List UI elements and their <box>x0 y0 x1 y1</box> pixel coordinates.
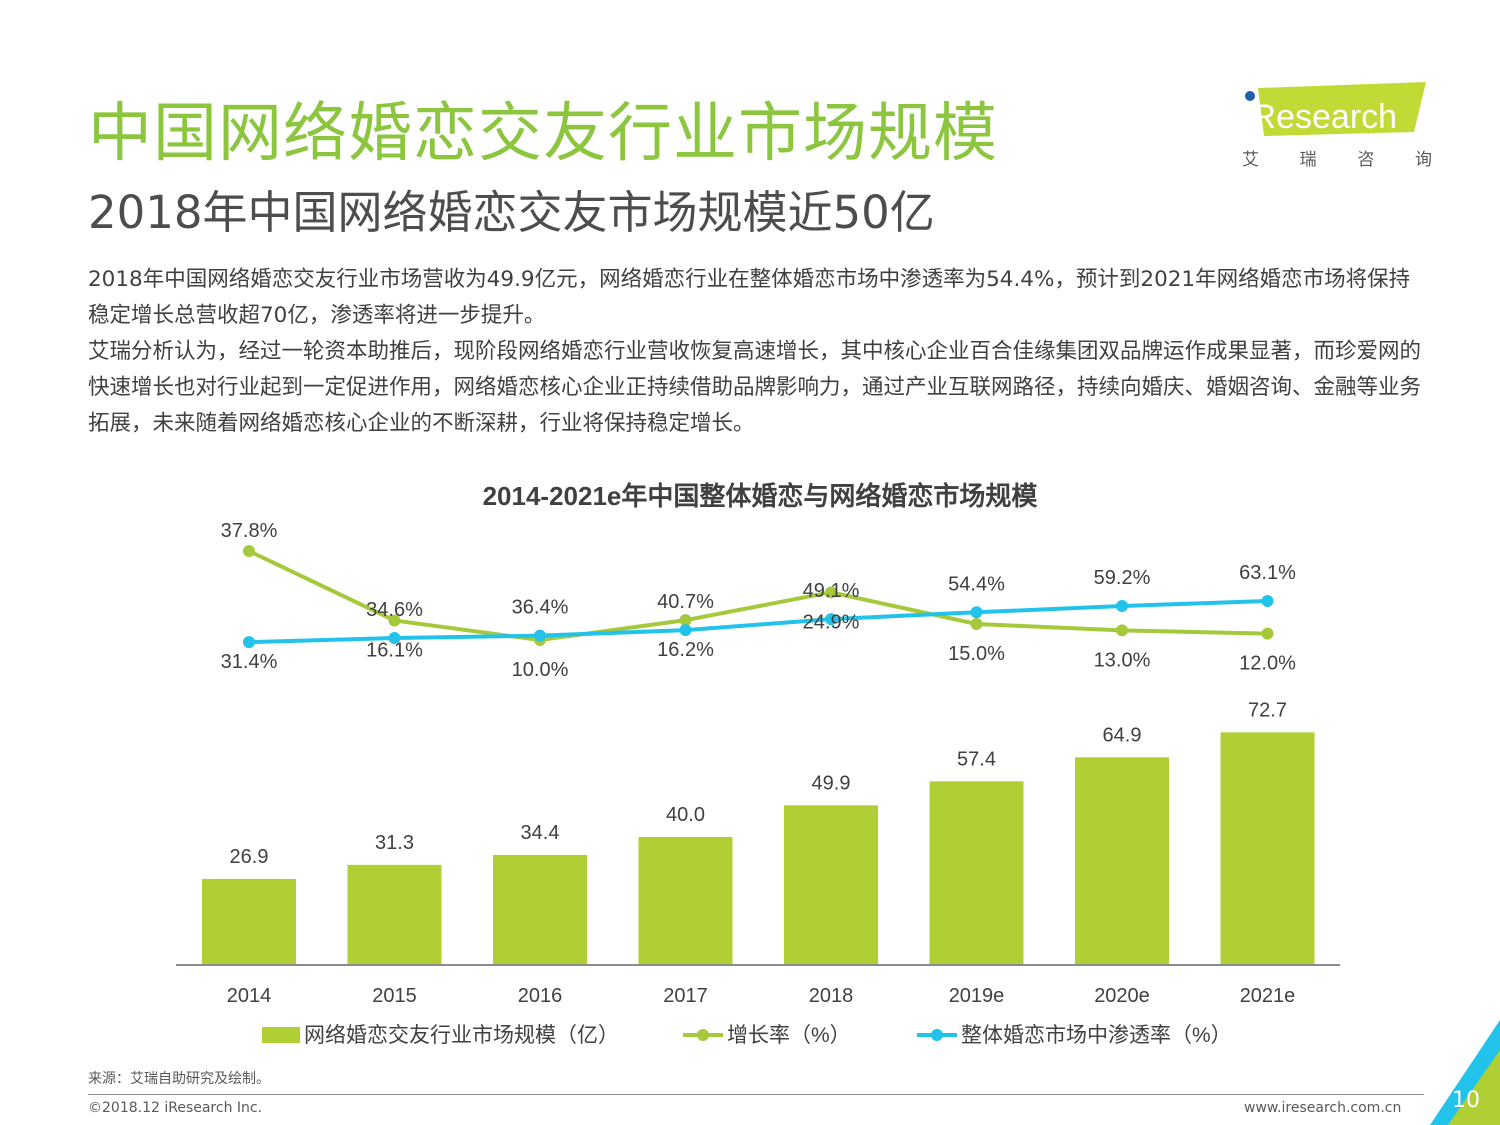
penetration-label: 59.2% <box>1094 567 1151 589</box>
growth-label: 16.1% <box>366 639 423 661</box>
penetration-label: 40.7% <box>657 591 714 613</box>
growth-label: 16.2% <box>657 639 714 661</box>
x-tick-label: 2015 <box>372 985 417 1007</box>
penetration-label: 36.4% <box>512 597 569 619</box>
bar-value-label: 31.3 <box>375 832 414 854</box>
legend-bar-swatch <box>262 1027 300 1043</box>
penetration-rate-point <box>388 632 401 645</box>
penetration-rate-point <box>970 606 983 619</box>
x-tick-label: 2018 <box>809 985 854 1007</box>
x-tick-label: 2014 <box>227 985 272 1007</box>
bar <box>493 854 587 965</box>
growth-label: 10.0% <box>512 659 569 681</box>
market-size-chart: 2014-2021e年中国整体婚恋与网络婚恋市场规模 26.9 31.3 34.4 40… <box>176 481 1340 1047</box>
x-tick-label: 2017 <box>663 985 708 1007</box>
bar-value-label: 34.4 <box>521 822 560 844</box>
penetration-rate-point <box>679 624 692 637</box>
body-paragraph-1: 2018年中国网络婚恋交友行业市场营收为49.9亿元，网络婚恋行业在整体婚恋市场… <box>88 267 1411 328</box>
legend-growth-marker <box>697 1029 709 1041</box>
bar <box>347 864 442 965</box>
iresearch-logo: iResearch <box>1244 82 1426 136</box>
website-link[interactable]: www.iresearch.com.cn <box>1244 1100 1402 1116</box>
growth-rate-point <box>243 545 255 558</box>
legend-penetration-label: 整体婚恋市场中渗透率（%） <box>961 1024 1232 1047</box>
growth-rate-line <box>248 549 1268 643</box>
bar <box>638 837 733 965</box>
legend-bar-label: 网络婚恋交友行业市场规模（亿） <box>304 1024 619 1047</box>
penetration-label: 34.6% <box>366 599 423 621</box>
penetration-label: 54.4% <box>948 573 1005 595</box>
page-subtitle: 2018年中国网络婚恋交友市场规模近50亿 <box>88 186 935 239</box>
bar <box>784 805 878 965</box>
body-text: 2018年中国网络婚恋交友行业市场营收为49.9亿元，网络婚恋行业在整体婚恋市场… <box>88 262 1428 442</box>
growth-rate-point <box>679 614 692 627</box>
body-paragraph-2: 艾瑞分析认为，经过一轮资本助推后，现阶段网络婚恋行业营收恢复高速增长，其中核心企… <box>88 339 1422 436</box>
penetration-label: 49.1% <box>803 580 860 602</box>
footer-divider <box>88 1094 1424 1095</box>
growth-label: 15.0% <box>948 643 1005 665</box>
penetration-rate-point <box>825 613 837 626</box>
growth-label: 13.0% <box>1094 649 1151 671</box>
growth-rate-point <box>1261 627 1274 640</box>
x-tick-label: 2021e <box>1240 985 1296 1007</box>
penetration-rate-point <box>243 636 255 649</box>
bar-value-label: 64.9 <box>1103 724 1142 746</box>
logo-cn-char: 瑞 <box>1299 150 1317 170</box>
logo-cn-char: 询 <box>1414 150 1432 170</box>
x-tick-label: 2020e <box>1094 985 1150 1007</box>
bar <box>929 781 1024 965</box>
bar <box>1220 732 1315 965</box>
bar <box>202 878 296 965</box>
legend-growth-label: 增长率（%） <box>727 1024 851 1047</box>
bar-value-label: 40.0 <box>666 804 705 826</box>
penetration-rate-point <box>1116 600 1128 613</box>
page-number: 10 <box>1452 1088 1480 1113</box>
chart-title: 2014-2021e年中国整体婚恋与网络婚恋市场规模 <box>483 481 1039 511</box>
growth-label: 12.0% <box>1239 653 1296 675</box>
logo-cn: 艾 瑞 咨 询 <box>1242 145 1432 170</box>
bar-value-label: 49.9 <box>812 772 851 794</box>
bar <box>1075 757 1169 965</box>
growth-rate-point <box>970 618 983 630</box>
bar-value-label: 26.9 <box>230 846 269 868</box>
source-note: 来源：艾瑞自助研究及绘制。 <box>88 1071 270 1087</box>
penetration-rate-point <box>534 629 546 642</box>
corner-decoration <box>1430 1020 1500 1125</box>
bar-value-label: 57.4 <box>957 748 996 770</box>
penetration-rate-point <box>1261 594 1274 607</box>
penetration-label: 31.4% <box>221 651 278 673</box>
penetration-label: 63.1% <box>1239 562 1296 584</box>
logo-cn-char: 艾 <box>1242 150 1259 170</box>
legend-penetration-marker <box>931 1029 943 1041</box>
growth-rate-point <box>388 614 401 627</box>
growth-label: 37.8% <box>221 520 278 542</box>
growth-rate-point <box>1116 624 1128 637</box>
penetration-rate-line <box>248 598 1268 645</box>
growth-rate-point <box>825 586 837 599</box>
logo-cn-char: 咨 <box>1357 150 1375 170</box>
x-tick-label: 2016 <box>518 985 563 1007</box>
copyright: ©2018.12 iResearch Inc. <box>88 1100 263 1116</box>
x-tick-label: 2019e <box>949 985 1005 1007</box>
growth-label: 24.9% <box>803 611 860 633</box>
bar-value-label: 72.7 <box>1248 699 1287 721</box>
logo-brand-text: iResearch <box>1244 98 1397 136</box>
page-title: 中国网络婚恋交友行业市场规模 <box>88 97 998 171</box>
